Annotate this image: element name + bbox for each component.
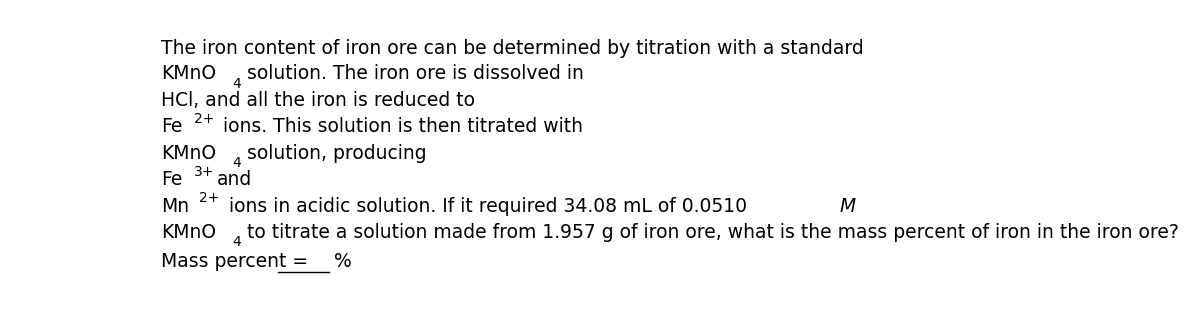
Text: 3+: 3+ xyxy=(193,165,214,179)
Text: Fe: Fe xyxy=(161,117,182,136)
Text: to titrate a solution made from 1.957 g of iron ore, what is the mass percent of: to titrate a solution made from 1.957 g … xyxy=(241,223,1180,242)
Text: solution. The iron ore is dissolved in: solution. The iron ore is dissolved in xyxy=(241,65,584,84)
Text: KMnO: KMnO xyxy=(161,144,216,163)
Text: KMnO: KMnO xyxy=(161,65,216,84)
Text: HCl, and all the iron is reduced to: HCl, and all the iron is reduced to xyxy=(161,91,475,110)
Text: 4: 4 xyxy=(232,156,240,170)
Text: KMnO: KMnO xyxy=(161,223,216,242)
Text: 2+: 2+ xyxy=(199,192,220,206)
Text: The iron content of iron ore can be determined by titration with a standard: The iron content of iron ore can be dete… xyxy=(161,39,864,58)
Text: %: % xyxy=(334,252,352,271)
Text: and: and xyxy=(217,170,252,189)
Text: 4: 4 xyxy=(232,77,240,91)
Text: M: M xyxy=(839,197,856,216)
Text: ions in acidic solution. If it required 34.08 mL of 0.0510: ions in acidic solution. If it required … xyxy=(222,197,752,216)
Text: 2+: 2+ xyxy=(193,112,214,126)
Text: Mn: Mn xyxy=(161,197,190,216)
Text: Mass percent =: Mass percent = xyxy=(161,252,314,271)
Text: 4: 4 xyxy=(232,236,240,250)
Text: solution, producing: solution, producing xyxy=(241,144,427,163)
Text: Fe: Fe xyxy=(161,170,182,189)
Text: ions. This solution is then titrated with: ions. This solution is then titrated wit… xyxy=(217,117,583,136)
